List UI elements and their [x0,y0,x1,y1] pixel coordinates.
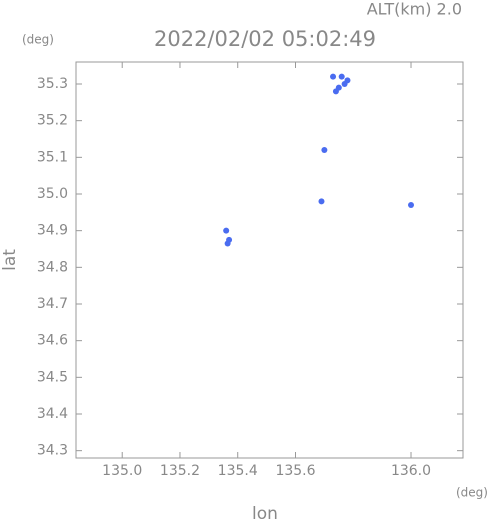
y-tick-label: 34.4 [37,406,68,422]
plot-frame [75,61,464,459]
x-tick-label: 135.4 [218,463,258,479]
y-tick-label: 35.1 [37,149,68,165]
echo-point [330,73,337,80]
echo-point [408,202,415,208]
y-tick-label: 34.7 [37,296,68,312]
echo-point [341,81,348,87]
y-tick-label: 34.8 [37,259,68,275]
y-tick-label: 34.3 [37,443,68,459]
echo-point [338,73,345,80]
x-unit: (deg) [456,486,488,500]
y-tick-label: 34.9 [37,223,68,239]
x-tick-label: 135.0 [102,463,142,479]
echo-point [224,240,231,247]
y-tick-label: 35.2 [37,113,68,129]
y-tick-label: 34.5 [37,369,68,385]
y-tick-label: 35.3 [37,76,68,92]
x-tick-label: 135.2 [160,463,200,479]
y-unit: (deg) [22,33,54,47]
y-tick-label: 34.6 [37,333,68,349]
chart-title: 2022/02/02 05:02:49 [154,27,376,51]
x-axis-label: lon [252,504,278,521]
x-tick-label: 136.0 [391,463,431,479]
y-axis-label: lat [0,249,20,271]
echo-point [335,84,342,91]
x-tick-label: 135.6 [275,463,315,479]
y-tick-label: 35.0 [37,186,68,202]
subtitle: ALT(km) 2.0 [367,0,462,19]
echo-point [321,147,328,153]
echo-point [223,227,230,234]
echo-point [318,198,325,205]
